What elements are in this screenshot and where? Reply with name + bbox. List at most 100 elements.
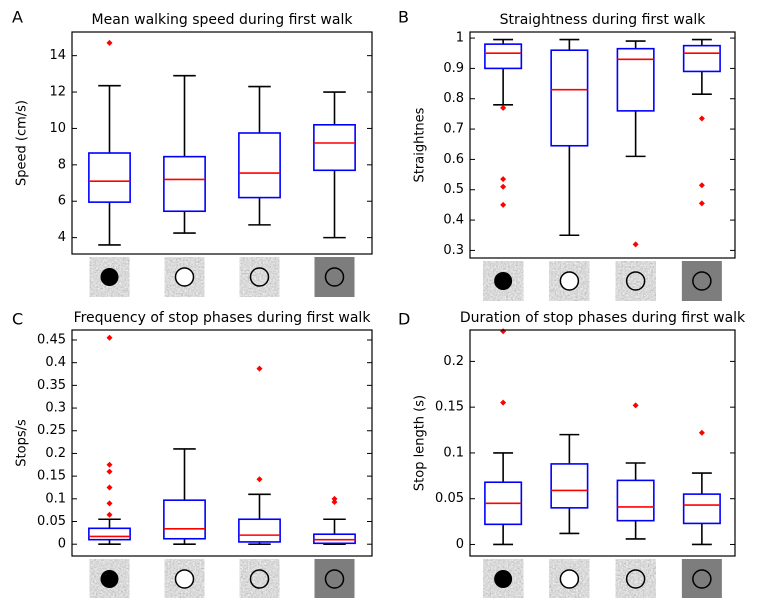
y-tick-label: 0.4: [45, 355, 66, 370]
plot-frame: [469, 31, 736, 259]
flier: [106, 334, 113, 341]
y-tick-label: 0.15: [435, 400, 464, 415]
chart-title: Duration of stop phases during first wal…: [460, 310, 746, 326]
flier: [500, 104, 507, 111]
flier: [500, 183, 507, 190]
icon-disc: [174, 267, 195, 287]
stimulus-icon: [483, 261, 524, 301]
stimulus-icon: [164, 559, 205, 599]
y-tick-label: 0.25: [37, 423, 66, 438]
flier: [331, 498, 338, 505]
stimulus-icon: [549, 261, 590, 301]
chart-title: Straightness during first walk: [500, 12, 707, 28]
icon-ring: [324, 267, 345, 287]
icon-ring: [692, 271, 712, 291]
box: [163, 499, 206, 540]
icon-bg: [615, 261, 656, 301]
box: [238, 518, 281, 543]
stimulus-icon: [89, 559, 130, 599]
y-tick-label: 6: [58, 194, 66, 209]
flier: [632, 241, 639, 248]
box: [313, 533, 356, 545]
panel-label: C: [12, 310, 23, 329]
icon-bg: [239, 559, 280, 599]
plot-frame: [469, 329, 736, 557]
box: [88, 527, 131, 541]
box: [484, 43, 523, 70]
box: [88, 152, 131, 203]
flier: [698, 182, 705, 189]
stimulus-icon: [314, 559, 355, 599]
icon-ring: [625, 271, 646, 291]
stimulus-icon: [615, 261, 656, 301]
panel-label: D: [398, 310, 410, 329]
y-tick-label: 12: [49, 85, 66, 100]
icon-disc: [494, 272, 513, 290]
panel-label: A: [12, 8, 23, 27]
icon-ring: [692, 569, 712, 589]
icon-ring: [249, 267, 270, 287]
y-axis-label: Straightnes: [413, 107, 428, 182]
flier: [106, 39, 113, 46]
y-tick-label: 0: [58, 537, 66, 552]
y-tick-label: 4: [58, 230, 66, 245]
plot-frame: [71, 329, 373, 557]
box: [550, 49, 589, 147]
box: [616, 479, 655, 522]
flier: [500, 176, 507, 183]
icon-ring: [324, 569, 345, 589]
icon-bg: [681, 261, 722, 301]
y-tick-label: 0.8: [443, 91, 464, 106]
y-tick-label: 0.1: [443, 445, 464, 460]
stimulus-icon: [483, 559, 524, 599]
y-tick-label: 0.45: [37, 332, 66, 347]
chart-title: Mean walking speed during first walk: [92, 12, 354, 28]
flier: [500, 201, 507, 208]
plot-frame: [71, 31, 373, 255]
y-tick-label: 0.6: [443, 152, 464, 167]
flier: [500, 399, 507, 406]
flier: [256, 365, 263, 372]
stimulus-icon: [239, 257, 280, 297]
y-tick-label: 0.3: [443, 243, 464, 258]
y-tick-label: 0.2: [45, 446, 66, 461]
icon-disc: [559, 569, 580, 589]
box: [313, 124, 356, 172]
icon-disc: [100, 570, 119, 588]
y-tick-label: 0.3: [45, 401, 66, 416]
y-tick-label: 14: [49, 48, 66, 63]
box: [238, 132, 281, 199]
flier: [500, 328, 507, 335]
icon-bg: [314, 257, 355, 297]
stimulus-icon: [239, 559, 280, 599]
icon-ring: [249, 569, 270, 589]
icon-ring: [625, 569, 646, 589]
y-tick-label: 0: [456, 537, 464, 552]
icon-disc: [174, 569, 195, 589]
flier: [256, 476, 263, 483]
stimulus-icon: [615, 559, 656, 599]
icon-disc: [100, 268, 119, 286]
y-tick-label: 0.7: [443, 122, 464, 137]
y-tick-label: 8: [58, 157, 66, 172]
flier: [106, 461, 113, 468]
y-tick-label: 0.05: [435, 491, 464, 506]
icon-bg: [615, 559, 656, 599]
y-tick-label: 10: [49, 121, 66, 136]
y-tick-label: 1: [456, 31, 464, 46]
chart-title: Frequency of stop phases during first wa…: [74, 310, 372, 326]
flier: [331, 495, 338, 502]
icon-bg: [314, 559, 355, 599]
flier: [106, 500, 113, 507]
box: [163, 155, 206, 213]
flier: [106, 468, 113, 475]
flier: [106, 484, 113, 491]
y-axis-label: Speed (cm/s): [15, 100, 30, 186]
y-tick-label: 0.1: [45, 491, 66, 506]
y-tick-label: 0.4: [443, 213, 464, 228]
box: [682, 493, 721, 525]
stimulus-icon: [681, 559, 722, 599]
y-axis-label: Stops/s: [15, 419, 30, 467]
flier: [106, 511, 113, 518]
